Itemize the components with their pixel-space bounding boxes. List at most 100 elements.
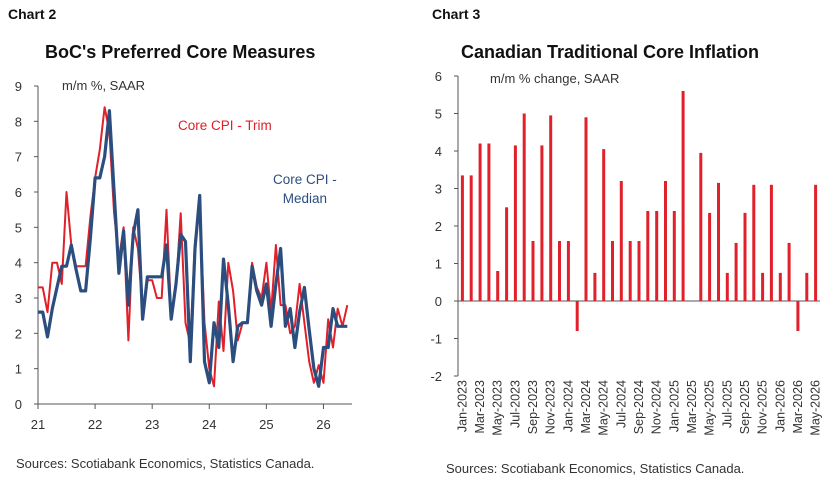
x-tick-label: 22 <box>88 417 102 432</box>
bar-jun-2023 <box>505 207 509 302</box>
bar-may-2025 <box>708 212 712 301</box>
bar-jan-2025 <box>672 211 676 301</box>
bar-apr-2025 <box>699 152 703 301</box>
x-tick-label: Jan-2026 <box>773 380 787 432</box>
y-tick-label: -1 <box>430 332 442 347</box>
x-tick-label: Jan-2023 <box>455 380 469 432</box>
x-tick-label: May-2026 <box>809 380 823 436</box>
bar-mar-2026 <box>796 301 800 331</box>
bar-feb-2024 <box>575 301 579 331</box>
bar-oct-2025 <box>752 184 756 302</box>
bar-jul-2023 <box>513 145 517 301</box>
bar-apr-2026 <box>805 272 809 301</box>
y-tick-label: 0 <box>15 397 22 412</box>
chart3-label: Chart 3 <box>432 6 481 22</box>
x-tick-label: Sep-2023 <box>526 380 540 434</box>
series-label-median: Core CPI - Median <box>273 170 337 208</box>
series-line-trim <box>38 106 349 388</box>
x-tick-label: Sep-2025 <box>738 380 752 434</box>
bar-nov-2024 <box>655 211 659 301</box>
y-tick-label: 4 <box>435 144 442 159</box>
bar-dec-2025 <box>769 184 773 302</box>
x-tick-label: Mar-2024 <box>579 380 593 434</box>
x-tick-label: Nov-2025 <box>756 380 770 434</box>
bar-jan-2023 <box>460 175 464 301</box>
x-tick-label: Mar-2026 <box>791 380 805 434</box>
x-tick-label: Jan-2024 <box>561 380 575 432</box>
bar-nov-2025 <box>761 272 765 301</box>
bar-dec-2023 <box>558 241 561 301</box>
chart3-source: Sources: Scotiabank Economics, Statistic… <box>446 461 745 476</box>
series-label-line: Median <box>282 191 328 206</box>
bar-oct-2024 <box>646 211 650 301</box>
bar-may-2026 <box>814 184 818 302</box>
bar-aug-2024 <box>628 241 632 301</box>
x-tick-label: 24 <box>202 417 216 432</box>
bar-nov-2023 <box>549 115 553 302</box>
bar-may-2024 <box>602 149 606 301</box>
y-tick-label: 2 <box>15 326 22 341</box>
x-tick-label: 21 <box>31 417 45 432</box>
chart2-label: Chart 2 <box>8 6 57 22</box>
chart2-unit-label: m/m %, SAAR <box>62 78 146 93</box>
chart2-source: Sources: Scotiabank Economics, Statistic… <box>16 456 315 471</box>
bar-feb-2026 <box>787 242 791 301</box>
y-tick-label: -2 <box>430 369 442 384</box>
series-label-line: Core CPI - <box>273 172 337 187</box>
bar-jan-2026 <box>778 272 782 301</box>
y-tick-label: 9 <box>15 79 22 94</box>
x-tick-label: May-2023 <box>491 380 505 436</box>
y-tick-label: 2 <box>435 219 442 234</box>
x-tick-label: Jul-2025 <box>720 380 734 428</box>
bar-feb-2025 <box>681 91 685 301</box>
x-tick-label: Mar-2025 <box>685 380 699 434</box>
bar-oct-2023 <box>540 145 544 301</box>
y-tick-label: 6 <box>15 185 22 200</box>
bar-apr-2023 <box>487 143 491 301</box>
x-tick-label: Jul-2023 <box>508 380 522 428</box>
x-tick-label: Nov-2024 <box>650 380 664 434</box>
bar-sep-2024 <box>637 241 641 301</box>
series-line-median <box>38 109 348 388</box>
y-tick-label: 7 <box>15 150 22 165</box>
chart2-panel: Chart 2 BoC's Preferred Core Measures m/… <box>8 6 352 471</box>
y-tick-label: 4 <box>15 256 22 271</box>
series-label-trim: Core CPI - Trim <box>178 118 272 133</box>
y-tick-label: 5 <box>15 220 22 235</box>
x-tick-label: May-2024 <box>597 380 611 436</box>
y-tick-label: 3 <box>435 182 442 197</box>
bar-jul-2024 <box>619 181 623 301</box>
x-tick-label: 25 <box>259 417 273 432</box>
x-tick-label: May-2025 <box>703 380 717 436</box>
series-label-line: Core CPI - Trim <box>178 118 272 133</box>
chart3-title: Canadian Traditional Core Inflation <box>461 42 760 62</box>
bar-jun-2025 <box>717 182 720 301</box>
y-tick-label: 5 <box>435 107 442 122</box>
bar-sep-2025 <box>743 212 747 301</box>
x-tick-label: Mar-2023 <box>473 380 487 434</box>
bar-may-2023 <box>496 271 500 301</box>
bar-sep-2023 <box>531 241 535 301</box>
bar-feb-2023 <box>469 175 473 301</box>
y-tick-label: 0 <box>435 294 442 309</box>
bar-apr-2024 <box>593 272 597 301</box>
bar-jun-2024 <box>611 241 614 301</box>
chart2-title: BoC's Preferred Core Measures <box>45 42 316 62</box>
bar-aug-2025 <box>734 242 738 301</box>
y-tick-label: 3 <box>15 291 22 306</box>
bar-dec-2024 <box>664 181 667 301</box>
x-tick-label: Nov-2023 <box>544 380 558 434</box>
chart3-unit-label: m/m % change, SAAR <box>490 71 620 86</box>
chart3-panel: Chart 3 Canadian Traditional Core Inflat… <box>414 0 828 483</box>
x-tick-label: 26 <box>316 417 330 432</box>
bar-jan-2024 <box>566 241 570 301</box>
y-tick-label: 1 <box>435 257 442 272</box>
x-tick-label: Sep-2024 <box>632 380 646 434</box>
bar-mar-2023 <box>478 143 482 301</box>
bar-mar-2024 <box>584 117 588 302</box>
y-tick-label: 6 <box>435 69 442 84</box>
x-tick-label: Jul-2024 <box>614 380 628 428</box>
x-tick-label: Jan-2025 <box>667 380 681 432</box>
